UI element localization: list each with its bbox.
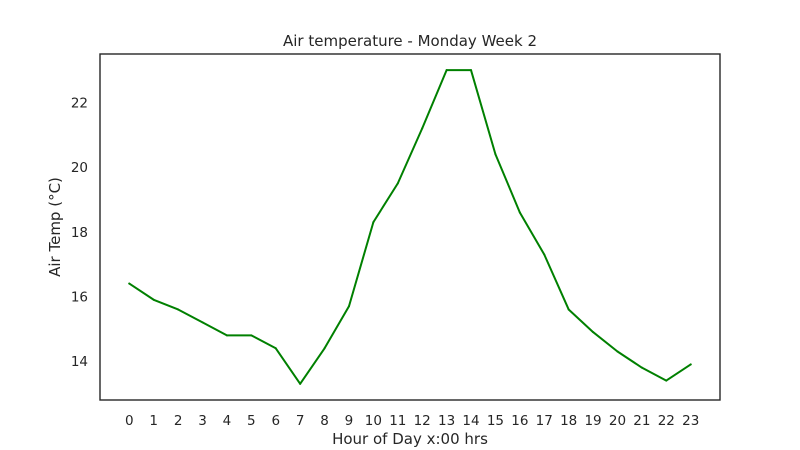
x-tick-label: 9	[345, 413, 354, 429]
x-tick-label: 13	[438, 413, 455, 429]
x-tick-label: 15	[487, 413, 504, 429]
data-point-hour-7	[299, 383, 301, 385]
x-tick-label: 12	[414, 413, 431, 429]
x-tick-label: 0	[125, 413, 134, 429]
data-point-hour-20	[616, 351, 618, 353]
data-point-hour-15	[494, 153, 496, 155]
data-point-hour-9	[348, 305, 350, 307]
x-tick-label: 17	[536, 413, 553, 429]
x-tick-label: 2	[174, 413, 183, 429]
data-point-hour-22	[665, 380, 667, 382]
data-point-hour-1	[153, 299, 155, 301]
x-tick-label: 18	[560, 413, 577, 429]
x-tick-label: 5	[247, 413, 256, 429]
data-point-hour-11	[397, 182, 399, 184]
x-tick-label: 6	[271, 413, 280, 429]
x-axis-label: Hour of Day x:00 hrs	[332, 430, 488, 448]
x-tick-label: 11	[389, 413, 406, 429]
x-tick-label: 14	[462, 413, 479, 429]
data-point-hour-8	[324, 347, 326, 349]
y-tick-label: 20	[71, 160, 88, 176]
data-point-hour-19	[592, 331, 594, 333]
x-tick-label: 1	[149, 413, 158, 429]
y-tick-label: 16	[71, 290, 88, 306]
data-point-hour-2	[177, 308, 179, 310]
x-tick-label: 10	[365, 413, 382, 429]
data-point-hour-18	[568, 308, 570, 310]
y-tick-label: 22	[71, 96, 88, 112]
data-point-hour-12	[421, 127, 423, 129]
x-tick-label: 8	[320, 413, 329, 429]
x-tick-label: 22	[658, 413, 675, 429]
y-tick-label: 18	[71, 225, 88, 241]
data-point-hour-5	[250, 334, 252, 336]
data-point-hour-21	[641, 367, 643, 369]
x-tick-label: 19	[584, 413, 601, 429]
x-tick-label: 21	[633, 413, 650, 429]
data-point-hour-16	[519, 211, 521, 213]
x-tick-label: 7	[296, 413, 305, 429]
y-axis-label: Air Temp (°C)	[46, 177, 64, 277]
data-point-hour-13	[446, 69, 448, 71]
y-tick-label: 14	[71, 354, 88, 370]
x-tick-label: 20	[609, 413, 626, 429]
data-point-hour-0	[128, 283, 130, 285]
data-point-hour-14	[470, 69, 472, 71]
data-point-hour-3	[202, 321, 204, 323]
data-point-hour-6	[275, 347, 277, 349]
chart-title: Air temperature - Monday Week 2	[283, 32, 537, 50]
data-point-hour-23	[690, 363, 692, 365]
x-tick-label: 16	[511, 413, 528, 429]
x-tick-label: 3	[198, 413, 207, 429]
x-tick-label: 4	[223, 413, 232, 429]
data-point-hour-4	[226, 334, 228, 336]
x-tick-label: 23	[682, 413, 699, 429]
data-point-hour-17	[543, 253, 545, 255]
data-point-hour-10	[372, 221, 374, 223]
